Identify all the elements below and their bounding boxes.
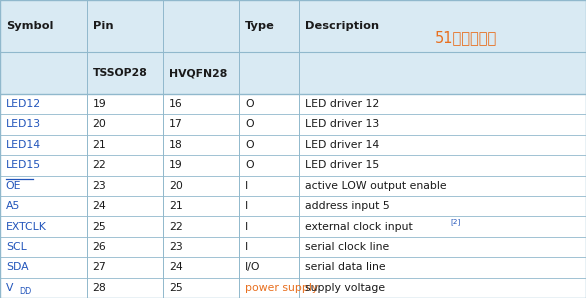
Bar: [0, 237, 586, 257]
Bar: [0, 216, 586, 237]
Text: O: O: [245, 119, 254, 130]
Text: SCL: SCL: [6, 242, 26, 252]
Text: LED driver 13: LED driver 13: [305, 119, 379, 130]
Bar: [0, 135, 586, 155]
Text: 21: 21: [169, 201, 182, 211]
Text: 23: 23: [93, 181, 106, 191]
Bar: [0, 155, 586, 176]
Text: EXTCLK: EXTCLK: [6, 221, 47, 232]
Text: LED14: LED14: [6, 140, 41, 150]
Bar: [0, 52, 586, 94]
Text: LED12: LED12: [6, 99, 41, 109]
Text: TSSOP28: TSSOP28: [93, 68, 147, 78]
Text: 25: 25: [169, 283, 182, 293]
Text: serial data line: serial data line: [305, 262, 386, 272]
Text: Description: Description: [305, 21, 379, 31]
Text: OE: OE: [6, 181, 21, 191]
Text: I: I: [245, 201, 248, 211]
Text: 28: 28: [93, 283, 106, 293]
Text: supply voltage: supply voltage: [305, 283, 385, 293]
Text: I: I: [245, 242, 248, 252]
Text: [2]: [2]: [450, 219, 460, 226]
Text: external clock input: external clock input: [305, 221, 413, 232]
Text: 26: 26: [93, 242, 106, 252]
Text: Type: Type: [245, 21, 275, 31]
Text: LED15: LED15: [6, 160, 41, 170]
Text: 24: 24: [93, 201, 106, 211]
Text: O: O: [245, 160, 254, 170]
Text: 19: 19: [93, 99, 106, 109]
Text: LED driver 15: LED driver 15: [305, 160, 379, 170]
Text: serial clock line: serial clock line: [305, 242, 389, 252]
Bar: [0, 94, 586, 114]
Text: 27: 27: [93, 262, 106, 272]
Text: LED13: LED13: [6, 119, 41, 130]
Text: LED driver 14: LED driver 14: [305, 140, 379, 150]
Text: 19: 19: [169, 160, 182, 170]
Text: active LOW output enable: active LOW output enable: [305, 181, 447, 191]
Bar: [0, 278, 586, 298]
Text: power supply: power supply: [245, 283, 318, 293]
Text: Symbol: Symbol: [6, 21, 53, 31]
Text: 16: 16: [169, 99, 182, 109]
Text: 20: 20: [93, 119, 107, 130]
Text: O: O: [245, 140, 254, 150]
Text: SDA: SDA: [6, 262, 29, 272]
Bar: [0, 176, 586, 196]
Text: I: I: [245, 221, 248, 232]
Text: O: O: [245, 99, 254, 109]
Text: 51黑电子论坛: 51黑电子论坛: [435, 30, 497, 45]
Text: LED driver 12: LED driver 12: [305, 99, 379, 109]
Text: 17: 17: [169, 119, 182, 130]
Text: V: V: [6, 283, 13, 293]
Text: DD: DD: [19, 287, 31, 296]
Text: HVQFN28: HVQFN28: [169, 68, 227, 78]
Text: A5: A5: [6, 201, 21, 211]
Text: 20: 20: [169, 181, 183, 191]
Text: 18: 18: [169, 140, 182, 150]
Bar: [0, 114, 586, 135]
Text: I: I: [245, 181, 248, 191]
Text: 21: 21: [93, 140, 106, 150]
Text: I/O: I/O: [245, 262, 260, 272]
Bar: [0, 0, 586, 52]
Bar: [0, 196, 586, 216]
Text: 22: 22: [169, 221, 182, 232]
Text: 23: 23: [169, 242, 182, 252]
Text: 22: 22: [93, 160, 106, 170]
Text: 24: 24: [169, 262, 182, 272]
Text: address input 5: address input 5: [305, 201, 390, 211]
Text: Pin: Pin: [93, 21, 113, 31]
Text: 25: 25: [93, 221, 106, 232]
Bar: [0, 257, 586, 278]
